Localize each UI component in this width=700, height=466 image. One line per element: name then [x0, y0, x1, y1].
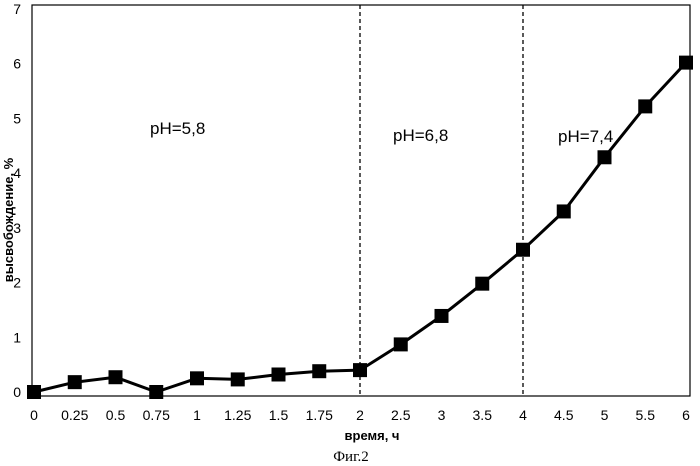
x-tick-label: 0.25	[61, 407, 88, 423]
data-point-marker	[516, 243, 530, 257]
x-tick-label: 5.5	[636, 407, 656, 423]
x-tick-labels: 0 0.25 0.5 0.75 1 1.25 1.5 1.75 2 2.5 3 3.5 4 4.5 5 5.5…	[30, 407, 690, 423]
data-point-marker	[353, 363, 367, 377]
x-tick-label: 1.5	[269, 407, 289, 423]
data-point-marker	[149, 385, 163, 399]
data-point-marker	[475, 277, 489, 291]
data-point-marker	[394, 337, 408, 351]
x-tick-label: 1.25	[224, 407, 251, 423]
data-point-marker	[68, 375, 82, 389]
data-point-marker	[272, 367, 286, 381]
data-point-marker	[190, 371, 204, 385]
y-axis-title: высвобождение, %	[1, 157, 16, 282]
region-label-ph-7-4: pH=7,4	[558, 127, 613, 146]
x-tick-label: 0.5	[106, 407, 126, 423]
x-tick-label: 0.75	[143, 407, 170, 423]
x-tick-label: 1.75	[306, 407, 333, 423]
data-point-marker	[638, 99, 652, 113]
data-point-marker	[598, 150, 612, 164]
x-tick-label: 4	[519, 407, 527, 423]
series-markers	[27, 56, 693, 399]
data-point-marker	[231, 372, 245, 386]
data-point-marker	[312, 364, 326, 378]
y-tick-label: 0	[13, 384, 21, 400]
data-point-marker	[435, 309, 449, 323]
y-tick-label: 1	[13, 329, 21, 345]
data-point-marker	[679, 56, 693, 70]
x-tick-label: 2	[356, 407, 364, 423]
region-label-ph-6-8: pH=6,8	[393, 126, 448, 145]
y-tick-label: 5	[13, 110, 21, 126]
plot-frame	[32, 5, 690, 396]
data-point-marker	[109, 370, 123, 384]
x-tick-label: 0	[30, 407, 38, 423]
x-tick-label: 6	[682, 407, 690, 423]
data-point-marker	[557, 204, 571, 218]
x-tick-label: 3	[438, 407, 446, 423]
x-tick-label: 2.5	[391, 407, 411, 423]
x-axis-title: время, ч	[345, 428, 400, 443]
region-label-ph-5-8: pH=5,8	[150, 119, 205, 138]
x-tick-label: 1	[193, 407, 201, 423]
y-tick-label: 6	[13, 56, 21, 72]
x-tick-label: 3.5	[473, 407, 493, 423]
data-point-marker	[27, 385, 41, 399]
ph-boundaries	[360, 5, 523, 396]
x-tick-label: 5	[601, 407, 609, 423]
figure-caption: Фиг.2	[333, 449, 369, 465]
x-tick-label: 4.5	[554, 407, 574, 423]
y-tick-label: 7	[13, 1, 21, 17]
